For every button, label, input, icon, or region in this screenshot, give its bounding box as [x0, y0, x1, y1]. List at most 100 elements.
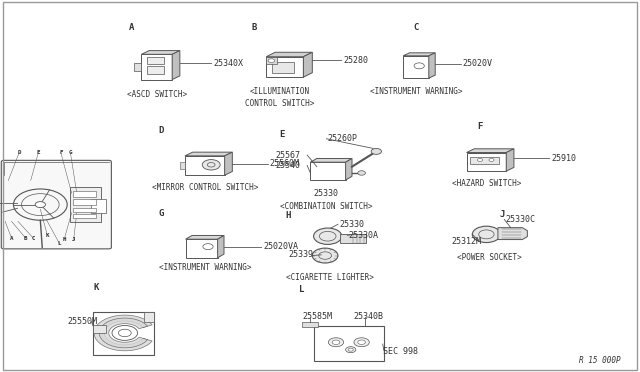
Text: 25540: 25540: [275, 161, 300, 170]
Text: D: D: [17, 150, 21, 155]
Circle shape: [477, 158, 483, 161]
Bar: [73, 214, 96, 218]
Text: 25585M: 25585M: [302, 312, 332, 321]
Text: C: C: [31, 235, 35, 241]
Bar: [302, 322, 318, 327]
Bar: [147, 57, 164, 64]
Text: <MIRROR CONTROL SWITCH>: <MIRROR CONTROL SWITCH>: [152, 183, 258, 192]
Text: 25020V: 25020V: [463, 60, 493, 68]
Text: F: F: [59, 150, 63, 155]
Text: L: L: [58, 241, 61, 246]
Text: <INSTRUMENT WARNING>: <INSTRUMENT WARNING>: [159, 263, 251, 272]
Text: K: K: [45, 232, 49, 238]
Text: R 15 000P: R 15 000P: [579, 356, 621, 365]
Circle shape: [346, 347, 356, 353]
Bar: [314, 326, 384, 361]
Text: J: J: [72, 237, 76, 243]
Bar: [467, 153, 506, 171]
Bar: [147, 66, 164, 74]
Text: H: H: [285, 211, 291, 220]
Polygon shape: [498, 228, 527, 240]
Polygon shape: [467, 149, 514, 153]
Bar: [403, 56, 429, 78]
Circle shape: [312, 248, 338, 263]
Bar: [134, 63, 141, 71]
Polygon shape: [303, 52, 312, 77]
Text: 25550M: 25550M: [67, 317, 97, 326]
Text: 25339: 25339: [288, 250, 313, 259]
Circle shape: [35, 202, 45, 208]
Text: H: H: [62, 237, 66, 243]
Bar: [93, 325, 106, 333]
Bar: [266, 57, 277, 64]
Text: <CIGARETTE LIGHTER>: <CIGARETTE LIGHTER>: [285, 273, 374, 282]
Text: 25260P: 25260P: [328, 134, 358, 143]
Polygon shape: [506, 149, 514, 171]
Text: 25330: 25330: [314, 189, 339, 198]
Text: B: B: [24, 235, 28, 241]
Text: J: J: [500, 209, 505, 218]
Polygon shape: [429, 53, 435, 78]
Circle shape: [489, 158, 494, 161]
Text: B: B: [252, 23, 257, 32]
Text: A: A: [10, 235, 13, 241]
Polygon shape: [99, 318, 148, 348]
Bar: [70, 187, 101, 222]
Text: <POWER SOCKET>: <POWER SOCKET>: [457, 253, 522, 262]
Bar: [91, 199, 106, 213]
Text: E: E: [279, 129, 284, 138]
Text: <COMBINATION SWITCH>: <COMBINATION SWITCH>: [280, 202, 372, 211]
Text: 25330: 25330: [339, 220, 364, 229]
Polygon shape: [310, 158, 352, 162]
Text: 25330A: 25330A: [349, 231, 379, 240]
FancyBboxPatch shape: [1, 160, 111, 249]
Text: 25020VA: 25020VA: [263, 242, 298, 251]
Text: 25567: 25567: [275, 151, 300, 160]
Text: SEC 998: SEC 998: [383, 347, 418, 356]
Text: C: C: [413, 23, 419, 32]
Text: 25340B: 25340B: [353, 312, 383, 321]
Bar: [180, 162, 185, 169]
Bar: [73, 191, 96, 197]
Bar: [185, 156, 225, 175]
Bar: [272, 62, 294, 73]
Bar: [470, 157, 499, 164]
Text: F: F: [477, 122, 483, 131]
Text: A: A: [129, 23, 134, 32]
Text: 25330C: 25330C: [506, 215, 536, 224]
Bar: [340, 234, 366, 243]
Text: L: L: [300, 285, 305, 294]
Bar: [310, 162, 346, 180]
Bar: [73, 208, 96, 212]
Text: 25340X: 25340X: [213, 59, 243, 68]
Circle shape: [358, 171, 365, 175]
Bar: [186, 239, 218, 258]
Bar: [141, 54, 172, 80]
Bar: [93, 312, 154, 355]
Text: E: E: [36, 150, 40, 155]
Text: G: G: [68, 150, 72, 155]
Bar: [73, 199, 96, 205]
Text: 25560M: 25560M: [269, 159, 300, 168]
Polygon shape: [266, 52, 312, 57]
Circle shape: [118, 329, 131, 337]
Text: D: D: [159, 126, 164, 135]
Text: <INSTRUMENT WARNING>: <INSTRUMENT WARNING>: [370, 87, 462, 96]
Polygon shape: [94, 315, 152, 351]
Text: G: G: [159, 209, 164, 218]
Polygon shape: [403, 53, 435, 56]
Text: K: K: [93, 283, 99, 292]
Circle shape: [354, 338, 369, 347]
Text: 25280: 25280: [343, 56, 368, 65]
Text: <HAZARD SWITCH>: <HAZARD SWITCH>: [452, 179, 521, 187]
Polygon shape: [172, 51, 180, 80]
Polygon shape: [185, 152, 232, 156]
Bar: [144, 312, 154, 322]
Circle shape: [328, 338, 344, 347]
Text: <ASCD SWITCH>: <ASCD SWITCH>: [127, 90, 187, 99]
Bar: [266, 57, 303, 77]
Circle shape: [348, 348, 353, 351]
Circle shape: [332, 340, 340, 344]
Text: 25910: 25910: [551, 154, 576, 163]
Polygon shape: [346, 158, 352, 180]
